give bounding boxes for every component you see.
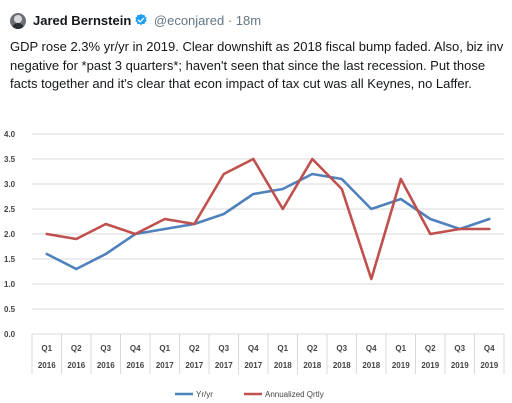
- legend-label: Yr/yr: [196, 390, 213, 399]
- x-tick-quarter: Q4: [248, 344, 259, 353]
- y-tick-label: 4.0: [4, 130, 16, 139]
- x-tick-year: 2016: [97, 361, 115, 370]
- x-tick-quarter: Q3: [218, 344, 229, 353]
- x-tick-year: 2017: [244, 361, 262, 370]
- x-tick-year: 2019: [451, 361, 469, 370]
- x-tick-year: 2019: [480, 361, 498, 370]
- header-separator: ·: [227, 13, 233, 28]
- x-tick-quarter: Q2: [71, 344, 82, 353]
- x-tick-year: 2019: [392, 361, 410, 370]
- x-tick-quarter: Q1: [395, 344, 406, 353]
- y-tick-label: 1.0: [4, 280, 16, 289]
- legend-label: Annualized Qrtly: [265, 390, 324, 399]
- author-handle[interactable]: @econjared: [153, 13, 225, 28]
- chart-svg: 0.0 0.5 1.0 1.5 2.0 2.5 3.0 3.5 4.0 Q1 2016 Q2 2016…: [4, 130, 505, 399]
- x-tick-quarter: Q3: [336, 344, 347, 353]
- x-tick-year: 2016: [67, 361, 85, 370]
- x-tick-quarter: Q2: [307, 344, 318, 353]
- x-tick-quarter: Q1: [277, 344, 288, 353]
- tweet-text: GDP rose 2.3% yr/yr in 2019. Clear downs…: [10, 39, 504, 91]
- gdp-line-chart: 0.0 0.5 1.0 1.5 2.0 2.5 3.0 3.5 4.0 Q1 2016 Q2 2016…: [0, 122, 512, 403]
- x-tick-quarter: Q1: [159, 344, 170, 353]
- x-tick-year: 2018: [333, 361, 351, 370]
- x-tick-quarter: Q4: [484, 344, 495, 353]
- chart-series: [45, 157, 491, 281]
- y-tick-label: 3.5: [4, 155, 16, 164]
- tweet-timestamp[interactable]: 18m: [235, 13, 262, 28]
- x-axis-labels: Q1 2016 Q2 2016 Q3 2016 Q4 2016 Q1 2017 Q2 2017 Q3 20…: [38, 344, 499, 370]
- avatar-body: [12, 23, 24, 29]
- x-tick-quarter: Q4: [366, 344, 377, 353]
- x-tick-quarter: Q4: [130, 344, 141, 353]
- x-tick-quarter: Q1: [41, 344, 52, 353]
- y-tick-label: 0.5: [4, 305, 16, 314]
- avatar-head: [14, 15, 22, 23]
- y-axis-labels: 0.0 0.5 1.0 1.5 2.0 2.5 3.0 3.5 4.0: [4, 130, 16, 339]
- x-tick-year: 2018: [362, 361, 380, 370]
- x-tick-year: 2016: [126, 361, 144, 370]
- author-name[interactable]: Jared Bernstein: [33, 13, 132, 28]
- x-tick-year: 2018: [303, 361, 321, 370]
- x-tick-quarter: Q3: [100, 344, 111, 353]
- x-tick-year: 2017: [185, 361, 203, 370]
- x-tick-quarter: Q3: [454, 344, 465, 353]
- y-tick-label: 1.5: [4, 255, 16, 264]
- x-tick-year: 2016: [38, 361, 56, 370]
- x-tick-quarter: Q2: [189, 344, 200, 353]
- chart-gridlines: [31, 133, 505, 374]
- y-tick-label: 3.0: [4, 180, 16, 189]
- verified-badge-icon: [134, 13, 148, 32]
- series-line-1: [45, 157, 491, 281]
- chart-legend: Yr/yr Annualized Qrtly: [175, 390, 324, 399]
- y-tick-label: 2.5: [4, 205, 16, 214]
- x-tick-year: 2017: [215, 361, 233, 370]
- x-tick-year: 2018: [274, 361, 292, 370]
- avatar[interactable]: [10, 13, 26, 29]
- x-tick-quarter: Q2: [425, 344, 436, 353]
- x-tick-year: 2019: [421, 361, 439, 370]
- tweet-header: Jared Bernstein @econjared · 18m: [33, 12, 261, 32]
- y-tick-label: 0.0: [4, 330, 16, 339]
- y-tick-label: 2.0: [4, 230, 16, 239]
- x-tick-year: 2017: [156, 361, 174, 370]
